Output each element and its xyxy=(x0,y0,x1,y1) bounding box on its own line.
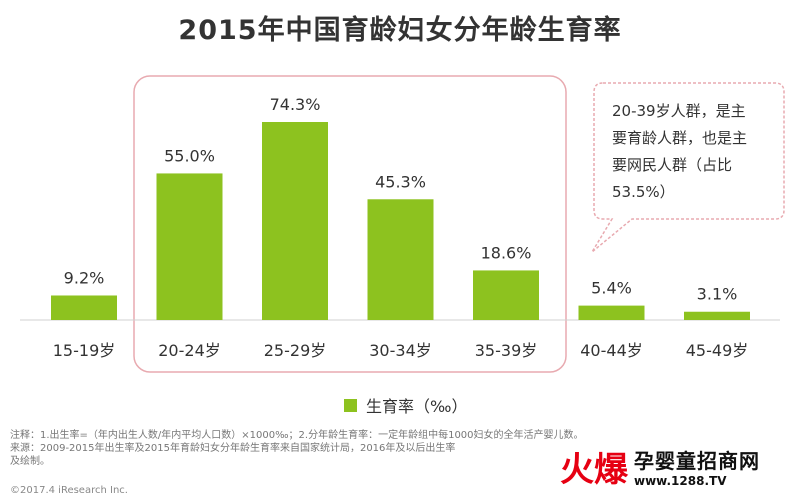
legend-label: 生育率（‰） xyxy=(366,397,468,416)
watermark-name: 孕婴童招商网 xyxy=(634,449,760,473)
notes: 注释：1.出生率=（年内出生人数/年内平均人口数）×1000‰；2.分年龄生育率… xyxy=(10,429,710,468)
callout-line-4: 53.5%） xyxy=(612,183,675,201)
legend: 生育率（‰） xyxy=(344,393,467,417)
callout-line-1: 20-39岁人群，是主 xyxy=(612,102,746,120)
value-label-6: 5.4% xyxy=(591,279,632,298)
watermark-url: www.1288.TV xyxy=(634,474,727,488)
bar-6 xyxy=(578,305,645,320)
bar-3 xyxy=(262,122,328,320)
x-tick-label-4: 30-34岁 xyxy=(369,341,432,360)
highlight-box xyxy=(133,75,567,373)
bar-5 xyxy=(473,270,539,320)
callout-line-3: 要网民人群（占比 xyxy=(612,156,733,174)
value-label-1: 9.2% xyxy=(64,268,105,287)
x-tick-label-5: 35-39岁 xyxy=(475,341,538,360)
bar-4 xyxy=(367,199,434,320)
value-label-7: 3.1% xyxy=(697,285,738,304)
watermark-logo: 火爆 xyxy=(560,450,628,490)
chart-title: 2015年中国育龄妇女分年龄生育率 xyxy=(178,15,622,46)
value-label-4: 45.3% xyxy=(375,172,426,191)
note-line-3: 及绘制。 xyxy=(10,456,50,467)
bar-7 xyxy=(684,311,750,320)
x-tick-label-3: 25-29岁 xyxy=(264,341,327,360)
note-line-1: 注释：1.出生率=（年内出生人数/年内平均人口数）×1000‰；2.分年龄生育率… xyxy=(10,430,584,441)
x-tick-label-6: 40-44岁 xyxy=(580,341,643,360)
legend-swatch xyxy=(344,398,357,412)
watermark: 火爆 孕婴童招商网 www.1288.TV xyxy=(560,442,760,491)
x-tick-label-2: 20-24岁 xyxy=(158,341,221,360)
note-line-2: 来源：2009-2015年出生率及2015年育龄妇女分年龄生育率来自国家统计局，… xyxy=(10,443,456,454)
callout-line-2: 要育龄人群，也是主 xyxy=(612,129,748,147)
value-label-5: 18.6% xyxy=(481,243,532,262)
x-tick-label-1: 15-19岁 xyxy=(53,341,116,360)
x-tick-label-7: 45-49岁 xyxy=(686,341,749,360)
bar-2 xyxy=(156,173,223,320)
copyright: ©2017.4 iResearch Inc. xyxy=(10,485,128,496)
bar-1 xyxy=(51,295,117,320)
callout-annotation: 20-39岁人群，是主 要育龄人群，也是主 要网民人群（占比 53.5%） xyxy=(612,98,764,206)
callout-bubble xyxy=(591,82,785,253)
value-label-3: 74.3% xyxy=(270,95,321,114)
value-label-2: 55.0% xyxy=(164,146,215,165)
